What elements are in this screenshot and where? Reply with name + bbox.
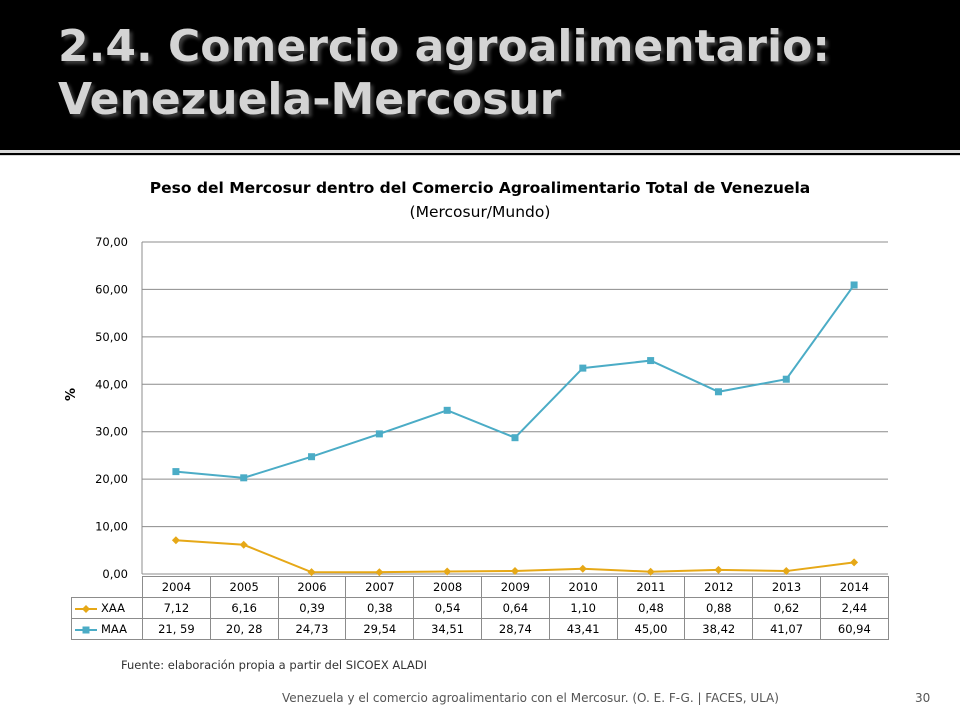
- data-label: 34,51: [413, 618, 482, 640]
- footer-text: Venezuela y el comercio agroalimentario …: [282, 691, 779, 705]
- series-line-maa: [175, 284, 855, 479]
- data-label: 24,73: [277, 618, 347, 640]
- chart-title-main: Peso del Mercosur dentro del Comercio Ag…: [149, 179, 811, 197]
- legend-label: XAA: [101, 601, 125, 615]
- data-label: 41,07: [752, 618, 821, 640]
- data-label: 7,12: [142, 597, 211, 619]
- legend-key-maa: [75, 626, 97, 633]
- legend-label: MAA: [101, 622, 127, 636]
- y-tick-label: 20,00: [95, 472, 128, 486]
- y-axis-label: %: [64, 387, 79, 401]
- point-xaa: [171, 536, 180, 545]
- point-xaa: [646, 567, 655, 576]
- y-tick-label: 60,00: [95, 282, 128, 296]
- table-row: MAA 21, 59 20, 28 24,73 29,54 34,51 28,74 43,41…: [71, 618, 889, 640]
- line-chart: 0,00 10,00 20,00 30,00 40,00 50,00 60,00 70,00: [95, 235, 888, 581]
- data-label: 1,10: [548, 597, 618, 619]
- point-maa: [172, 468, 180, 476]
- chart-data-table: 2004 2005 2006 2007 2008 2009 2010 2011 2012 2013…: [71, 576, 889, 640]
- y-tick-label: 30,00: [95, 425, 128, 439]
- y-tick-label: 70,00: [95, 235, 128, 249]
- point-xaa: [850, 558, 859, 567]
- point-xaa: [443, 567, 452, 576]
- point-maa: [511, 434, 519, 442]
- data-label: 28,74: [480, 618, 550, 640]
- point-maa: [308, 453, 316, 461]
- x-tick-label: 2006: [277, 576, 347, 598]
- y-tick-label: 10,00: [95, 520, 128, 534]
- legend-entry-maa: MAA: [71, 618, 143, 640]
- point-maa: [443, 406, 451, 414]
- x-tick-label: 2013: [752, 576, 821, 598]
- data-label: 0,62: [752, 597, 821, 619]
- slide-title: 2.4. Comercio agroalimentario: Venezuela…: [58, 21, 830, 125]
- x-tick-label: 2008: [413, 576, 482, 598]
- point-xaa: [307, 568, 316, 577]
- point-maa: [714, 388, 722, 396]
- point-xaa: [239, 540, 248, 549]
- data-label: 38,42: [684, 618, 754, 640]
- slide-content: Peso del Mercosur dentro del Comercio Ag…: [0, 156, 960, 720]
- data-label: 0,39: [277, 597, 347, 619]
- x-tick-label: 2011: [616, 576, 686, 598]
- point-xaa: [782, 567, 791, 576]
- point-maa: [850, 281, 858, 289]
- x-tick-label: 2005: [209, 576, 279, 598]
- page-number: 30: [915, 691, 931, 705]
- point-xaa: [714, 565, 723, 574]
- data-label: 21, 59: [142, 618, 211, 640]
- data-label: 0,38: [345, 597, 415, 619]
- title-bar: 2.4. Comercio agroalimentario: Venezuela…: [0, 0, 960, 152]
- point-maa: [375, 430, 383, 438]
- chart-title-suffix: (Mercosur/Mundo): [409, 203, 551, 221]
- y-tick-label: 50,00: [95, 330, 128, 344]
- chart-series: [171, 281, 859, 577]
- table-corner: [72, 577, 143, 598]
- title-divider-thin: [0, 155, 960, 156]
- point-maa: [647, 357, 655, 365]
- data-label: 0,54: [413, 597, 482, 619]
- data-label: 20, 28: [209, 618, 279, 640]
- data-label: 0,48: [616, 597, 686, 619]
- data-label: 29,54: [345, 618, 415, 640]
- title-divider: [0, 150, 960, 153]
- point-xaa: [578, 564, 587, 573]
- x-tick-label: 2009: [480, 576, 550, 598]
- x-tick-label: 2010: [548, 576, 618, 598]
- point-xaa: [375, 568, 384, 577]
- chart-gridlines: [141, 241, 888, 575]
- y-tick-label: 40,00: [95, 377, 128, 391]
- x-tick-label: 2007: [345, 576, 415, 598]
- point-maa: [579, 364, 587, 372]
- y-tick-label: 0,00: [102, 567, 128, 581]
- point-xaa: [511, 566, 519, 575]
- source-note: Fuente: elaboración propia a partir del …: [121, 658, 428, 672]
- point-maa: [240, 474, 248, 482]
- data-label: 43,41: [548, 618, 618, 640]
- x-tick-label: 2012: [684, 576, 754, 598]
- x-tick-label: 2014: [819, 576, 889, 598]
- x-tick-label: 2004: [142, 576, 211, 598]
- data-label: 2,44: [819, 597, 889, 619]
- point-maa: [782, 375, 790, 383]
- data-label: 0,64: [480, 597, 550, 619]
- data-label: 45,00: [616, 618, 686, 640]
- table-row: XAA 7,12 6,16 0,39 0,38 0,54 0,64 1,10 0,48 0,88 0…: [71, 597, 889, 619]
- y-axis-ticks: 0,00 10,00 20,00 30,00 40,00 50,00 60,00 70,00: [95, 235, 128, 581]
- data-label: 0,88: [684, 597, 754, 619]
- data-label: 6,16: [209, 597, 279, 619]
- legend-entry-xaa: XAA: [71, 597, 143, 619]
- chart-title: Peso del Mercosur dentro del Comercio Ag…: [140, 176, 820, 224]
- data-label: 60,94: [819, 618, 889, 640]
- legend-key-xaa: [75, 604, 97, 613]
